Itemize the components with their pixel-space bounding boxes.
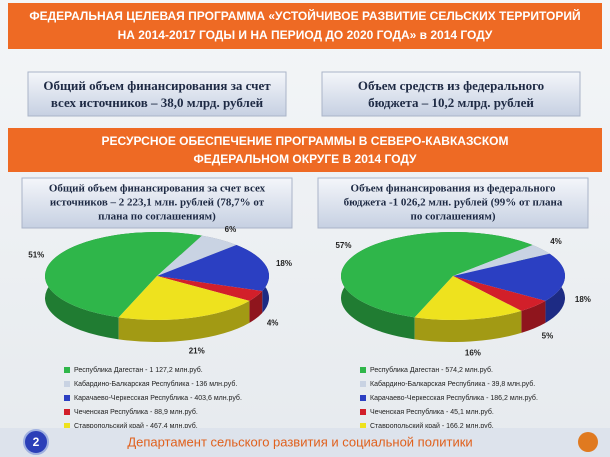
info-text: Объем средств из федерального: [358, 78, 544, 93]
page-badge: [23, 429, 49, 455]
section-title: РЕСУРСНОЕ ОБЕСПЕЧЕНИЕ ПРОГРАММЫ В СЕВЕРО…: [101, 134, 508, 148]
chart-title-box: [21, 177, 293, 229]
legend-label: Республика Дагестан - 1 127,2 млн.руб.: [74, 366, 203, 374]
legend-label: Чеченская Республика - 88,9 млн.руб.: [74, 408, 198, 416]
chart-title: Объем финансирования из федерального: [351, 183, 556, 195]
pie-slice: [453, 276, 546, 311]
section-title: ФЕДЕРАЛЬНОМ ОКРУГЕ В 2014 ГОДУ: [193, 152, 417, 166]
legend-label: Кабардино-Балкарская Республика - 39,8 м…: [370, 380, 535, 388]
legend-swatch: [64, 409, 70, 415]
chart-title: источников – 2 223,1 млн. рублей (78,7% …: [50, 197, 265, 209]
pie-slice: [118, 276, 250, 321]
legend-swatch: [64, 367, 70, 373]
pie-slice: [453, 253, 565, 301]
pie-side: [118, 300, 250, 342]
pie-slice: [414, 276, 522, 320]
data-label: 18%: [575, 295, 591, 304]
chart-title-box: [317, 177, 589, 229]
legend-swatch: [360, 395, 366, 401]
chart-title: по соглашениям): [410, 211, 495, 223]
legend-label: Республика Дагестан - 574,2 млн.руб.: [370, 366, 493, 374]
legend-swatch: [64, 395, 70, 401]
legend-swatch: [64, 381, 70, 387]
legend-label: Карачаево-Черкесская Республика - 403,6 …: [74, 394, 242, 402]
pie-slice: [157, 235, 237, 276]
data-label: 18%: [276, 259, 292, 268]
legend-swatch: [360, 423, 366, 429]
pie-side: [414, 310, 522, 342]
footer-icon: [578, 432, 598, 452]
chart-title: бюджета -1 026,2 млн. рублей (99% от пла…: [344, 197, 563, 209]
data-label: 16%: [465, 348, 481, 357]
info-box: [27, 71, 287, 117]
data-label: 4%: [550, 237, 562, 246]
pie-slice: [341, 231, 533, 318]
legend-label: Ставропольский край - 467,4 млн.руб.: [74, 422, 198, 430]
info-text: всех источников – 38,0 млрд. рублей: [51, 95, 264, 110]
data-label: 5%: [542, 332, 554, 341]
info-text: Общий объем финансирования за счет: [43, 78, 271, 93]
footer-text: Департамент сельского развития и социаль…: [127, 434, 472, 449]
info-text: бюджета – 10,2 млрд. рублей: [368, 95, 534, 110]
legend-swatch: [360, 409, 366, 415]
footer-bar: [0, 428, 610, 457]
legend-label: Кабардино-Балкарская Республика - 136 мл…: [74, 380, 237, 388]
pie-side: [249, 291, 263, 323]
chart-title: Общий объем финансирования за счет всех: [49, 183, 266, 195]
data-label: 51%: [28, 250, 44, 259]
info-box: [321, 71, 581, 117]
legend-label: Чеченская Республика - 45,1 млн.руб.: [370, 408, 494, 416]
pie-slice: [44, 231, 202, 318]
page-number: 2: [33, 435, 40, 449]
legend-label: Ставропольский край - 166,2 млн.руб.: [370, 422, 494, 430]
header-banner: [8, 3, 602, 49]
legend-label: Карачаево-Черкесская Республика - 186,2 …: [370, 394, 538, 402]
pie-slice: [157, 276, 263, 301]
charts: Общий объем финансирования за счет всех и…: [21, 177, 591, 430]
pie-side: [521, 300, 546, 333]
header-title: НА 2014-2017 ГОДЫ И НА ПЕРИОД ДО 2020 ГО…: [118, 28, 493, 42]
data-label: 57%: [335, 241, 351, 250]
section-banner: [8, 128, 602, 172]
data-label: 4%: [267, 319, 279, 328]
data-label: 6%: [225, 225, 237, 234]
legend-swatch: [360, 381, 366, 387]
pie-slice: [453, 244, 550, 276]
header-title: ФЕДЕРАЛЬНАЯ ЦЕЛЕВАЯ ПРОГРАММА «УСТОЙЧИВО…: [29, 8, 580, 23]
data-label: 21%: [189, 346, 205, 355]
legend-swatch: [360, 367, 366, 373]
legend-swatch: [64, 423, 70, 429]
pie-slice: [157, 244, 269, 292]
chart-title: плана по соглашениям): [98, 211, 216, 223]
